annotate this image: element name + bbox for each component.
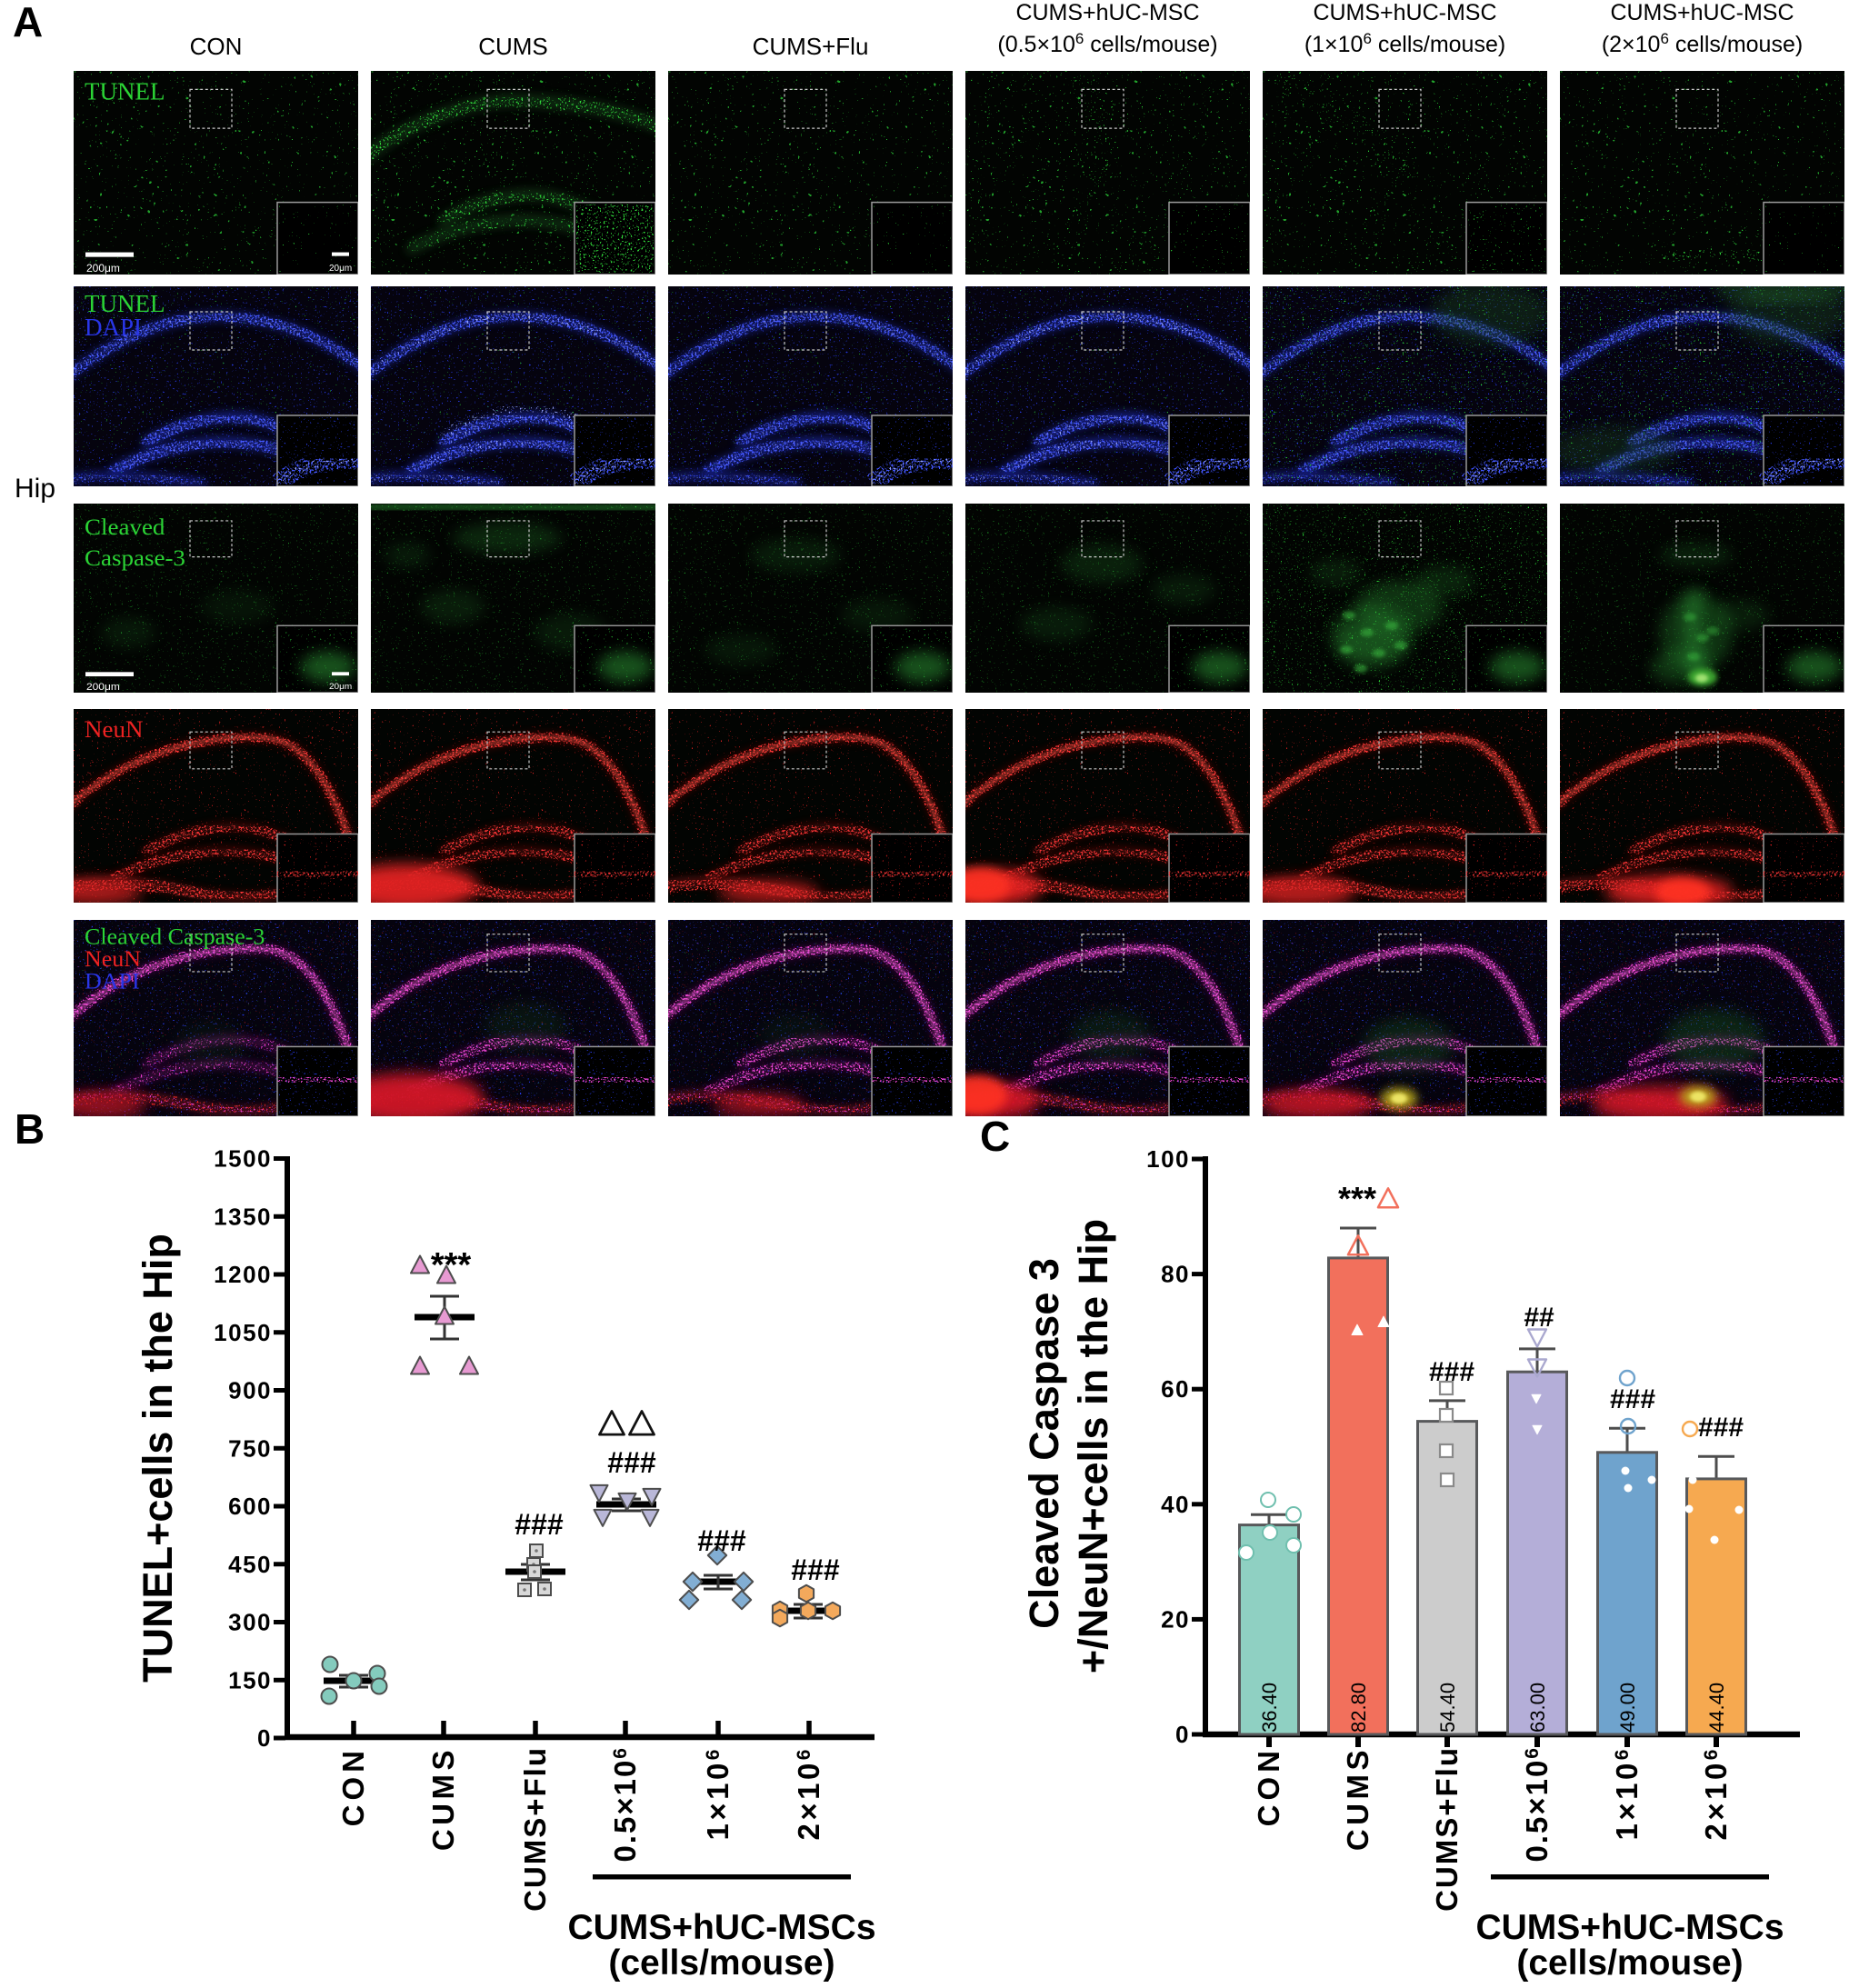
svg-text:20μm: 20μm: [329, 264, 352, 274]
svg-text:36.40: 36.40: [1258, 1683, 1281, 1733]
svg-text:1×106: 1×106: [1610, 1746, 1644, 1841]
svg-text:Cleaved Caspase 3: Cleaved Caspase 3: [1021, 1258, 1067, 1629]
svg-text:CUMS: CUMS: [478, 33, 548, 60]
svg-text:NeuN: NeuN: [85, 715, 143, 743]
svg-text:Cleaved: Cleaved: [85, 514, 165, 540]
svg-text:DAPI: DAPI: [85, 968, 140, 994]
svg-text:200μm: 200μm: [86, 262, 120, 275]
svg-text:B: B: [15, 1105, 45, 1153]
svg-text:###: ###: [1429, 1357, 1474, 1387]
svg-text:CON: CON: [1252, 1746, 1285, 1826]
svg-text:###: ###: [1610, 1384, 1655, 1414]
svg-text:63.00: 63.00: [1526, 1683, 1549, 1733]
svg-text:(0.5×106 cells/mouse): (0.5×106 cells/mouse): [997, 30, 1217, 57]
svg-text:TUNEL: TUNEL: [85, 77, 165, 105]
svg-text:(cells/mouse): (cells/mouse): [608, 1943, 835, 1983]
svg-text:CUMS+hUC-MSCs: CUMS+hUC-MSCs: [567, 1908, 875, 1947]
svg-text:CUMS+hUC-MSC: CUMS+hUC-MSC: [1015, 0, 1199, 25]
svg-text:NeuN: NeuN: [85, 945, 141, 972]
svg-text:Cleaved Caspase-3: Cleaved Caspase-3: [85, 924, 265, 950]
svg-text:200μm: 200μm: [86, 681, 120, 693]
svg-text:##: ##: [1524, 1303, 1554, 1333]
svg-text:49.00: 49.00: [1616, 1683, 1639, 1733]
svg-text:C: C: [980, 1113, 1010, 1160]
svg-text:CON: CON: [336, 1746, 370, 1826]
svg-text:0: 0: [1175, 1721, 1190, 1748]
svg-text:(2×106 cells/mouse): (2×106 cells/mouse): [1602, 30, 1803, 57]
svg-text:100: 100: [1146, 1145, 1190, 1173]
svg-text:***: ***: [1338, 1180, 1376, 1217]
svg-text:CUMS: CUMS: [1341, 1746, 1374, 1851]
svg-text:(cells/mouse): (cells/mouse): [1516, 1943, 1743, 1983]
svg-text:CUMS+Flu: CUMS+Flu: [518, 1746, 552, 1912]
svg-text:0.5×106: 0.5×106: [608, 1746, 642, 1863]
svg-text:300: 300: [228, 1609, 272, 1636]
svg-text:600: 600: [228, 1493, 272, 1520]
svg-text:TUNEL+cells in the Hip: TUNEL+cells in the Hip: [135, 1234, 181, 1683]
svg-text:###: ###: [697, 1524, 746, 1557]
svg-text:1350: 1350: [214, 1203, 272, 1230]
svg-text:CUMS+hUC-MSC: CUMS+hUC-MSC: [1313, 0, 1496, 25]
svg-text:1×106: 1×106: [701, 1746, 735, 1841]
svg-text:1050: 1050: [214, 1319, 272, 1346]
svg-text:1200: 1200: [214, 1261, 272, 1288]
svg-text:TUNEL: TUNEL: [85, 290, 165, 317]
svg-text:###: ###: [515, 1508, 564, 1541]
svg-text:(1×106 cells/mouse): (1×106 cells/mouse): [1304, 30, 1505, 57]
svg-text:82.80: 82.80: [1347, 1683, 1370, 1733]
svg-text:900: 900: [228, 1377, 272, 1404]
svg-text:CUMS: CUMS: [426, 1746, 460, 1851]
svg-text:CUMS+Flu: CUMS+Flu: [753, 33, 869, 60]
svg-text:DAPI: DAPI: [85, 314, 142, 341]
svg-text:20μm: 20μm: [329, 682, 352, 692]
svg-text:###: ###: [791, 1553, 840, 1586]
svg-text:150: 150: [228, 1666, 272, 1693]
svg-text:Hip: Hip: [15, 474, 55, 504]
svg-text:0: 0: [257, 1724, 272, 1752]
svg-text:80: 80: [1161, 1261, 1190, 1288]
svg-text:44.40: 44.40: [1705, 1683, 1728, 1733]
svg-text:54.40: 54.40: [1436, 1683, 1459, 1733]
svg-text:CUMS+Flu: CUMS+Flu: [1430, 1746, 1464, 1912]
svg-text:CUMS+hUC-MSCs: CUMS+hUC-MSCs: [1475, 1908, 1784, 1947]
svg-text:60: 60: [1161, 1375, 1190, 1403]
svg-text:CUMS+hUC-MSC: CUMS+hUC-MSC: [1610, 0, 1794, 25]
svg-text:2×106: 2×106: [792, 1746, 825, 1841]
svg-text:###: ###: [1698, 1413, 1744, 1443]
svg-text:1500: 1500: [214, 1145, 272, 1173]
svg-text:750: 750: [228, 1434, 272, 1462]
svg-text:Caspase-3: Caspase-3: [85, 545, 185, 571]
svg-text:0.5×106: 0.5×106: [1520, 1746, 1554, 1863]
svg-text:40: 40: [1161, 1491, 1190, 1518]
svg-text:***: ***: [431, 1246, 472, 1284]
svg-text:+/NeuN+cells in the Hip: +/NeuN+cells in the Hip: [1070, 1219, 1116, 1673]
svg-text:2×106: 2×106: [1699, 1746, 1733, 1841]
svg-text:450: 450: [228, 1551, 272, 1578]
svg-text:CON: CON: [190, 33, 243, 60]
svg-text:20: 20: [1161, 1605, 1190, 1633]
svg-text:A: A: [13, 0, 43, 45]
svg-text:###: ###: [607, 1446, 656, 1479]
